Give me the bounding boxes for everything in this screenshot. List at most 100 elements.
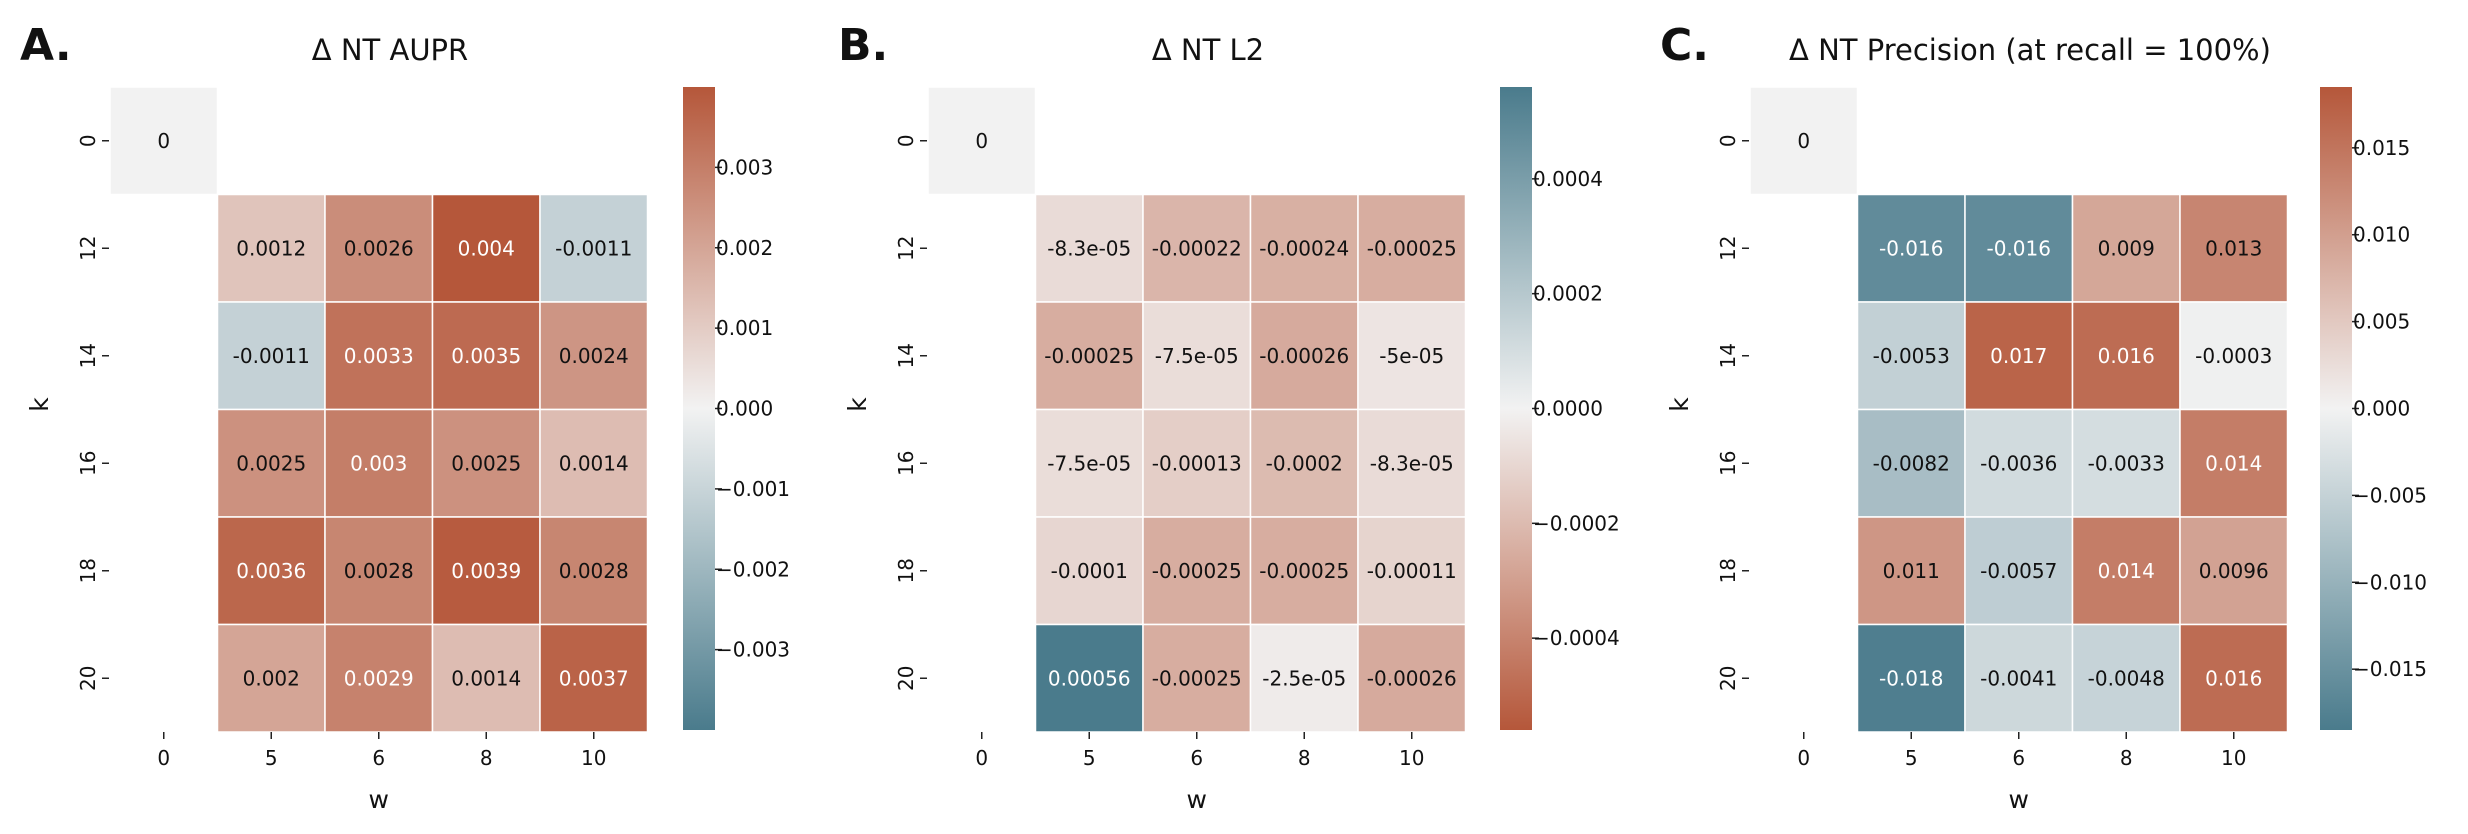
cell-label: 0.0096 xyxy=(2199,559,2269,583)
cell-label: 0.016 xyxy=(2098,344,2155,368)
heatmap-cell xyxy=(1357,516,1467,626)
heatmap-cell xyxy=(1034,193,1144,303)
y-tick-label: 16 xyxy=(1716,451,1740,476)
heatmap-cell xyxy=(431,623,541,733)
heatmap-cell xyxy=(1357,623,1467,733)
heatmap-cell xyxy=(2071,623,2181,733)
cell-label: -0.0011 xyxy=(233,344,310,368)
cell-label: -0.0001 xyxy=(1051,559,1128,583)
y-tick-label: 0 xyxy=(1716,134,1740,147)
heatmap-cell xyxy=(539,623,649,733)
cell-label: -0.00025 xyxy=(1259,559,1349,583)
x-tick-label: 8 xyxy=(480,746,493,770)
x-tick-label: 10 xyxy=(2221,746,2246,770)
heatmap-cell xyxy=(1249,193,1359,303)
chart-title: Δ NT L2 xyxy=(1152,33,1264,67)
cell-label: -0.0036 xyxy=(1980,451,2057,475)
y-tick-label: 16 xyxy=(76,451,100,476)
heatmap-cell xyxy=(1142,408,1252,518)
y-tick-label: 18 xyxy=(1716,558,1740,583)
cell-label: -0.016 xyxy=(1879,236,1943,260)
x-tick-label: 6 xyxy=(1190,746,1203,770)
heatmap-cell xyxy=(216,301,326,411)
heatmap-cell xyxy=(216,516,326,626)
heatmap-cell xyxy=(1142,516,1252,626)
heatmap-cell xyxy=(1034,623,1144,733)
y-tick-label: 12 xyxy=(76,236,100,261)
cell-label: 0.0035 xyxy=(451,344,521,368)
cell-label: 0.0037 xyxy=(559,666,629,690)
x-tick-label: 0 xyxy=(157,746,170,770)
panel-label: A. xyxy=(20,20,72,71)
heatmap-cell xyxy=(1749,86,1859,196)
heatmap-cell xyxy=(1142,193,1252,303)
heatmap-cell xyxy=(216,193,326,303)
cell-label: -8.3e-05 xyxy=(1047,236,1131,260)
colorbar-tick-label: 0.001 xyxy=(716,316,773,340)
cell-label: -8.3e-05 xyxy=(1370,451,1454,475)
heatmap-cell xyxy=(431,193,541,303)
x-tick-label: 8 xyxy=(2120,746,2133,770)
cell-label: 0.0012 xyxy=(236,236,306,260)
cell-label: 0 xyxy=(1797,129,1810,153)
cell-label: 0.014 xyxy=(2205,451,2262,475)
heatmap-cell xyxy=(1034,408,1144,518)
heatmap-cell xyxy=(2179,516,2289,626)
cell-label: 0.0024 xyxy=(559,344,629,368)
cell-label: 0.0014 xyxy=(451,666,521,690)
colorbar-tick-label: 0.002 xyxy=(716,236,773,260)
colorbar xyxy=(683,87,715,730)
cell-label: -0.0048 xyxy=(2088,666,2165,690)
cell-label: -0.018 xyxy=(1879,666,1943,690)
heatmap-cell xyxy=(1856,516,1966,626)
x-tick-label: 10 xyxy=(1399,746,1424,770)
heatmap-cell xyxy=(324,193,434,303)
colorbar-tick-label: −0.002 xyxy=(716,557,790,581)
x-tick-label: 0 xyxy=(1797,746,1810,770)
cell-label: -0.00025 xyxy=(1152,559,1242,583)
heatmap-cell xyxy=(1964,623,2074,733)
cell-label: -7.5e-05 xyxy=(1047,451,1131,475)
cell-label: 0.0025 xyxy=(236,451,306,475)
cell-label: 0.0025 xyxy=(451,451,521,475)
y-tick-label: 0 xyxy=(894,134,918,147)
x-tick-label: 6 xyxy=(372,746,385,770)
heatmap-cell xyxy=(1856,301,1966,411)
cell-label: -0.0003 xyxy=(2195,344,2272,368)
y-tick-label: 18 xyxy=(76,558,100,583)
heatmap-cell xyxy=(109,86,219,196)
heatmap-cell xyxy=(927,86,1037,196)
colorbar xyxy=(2320,87,2352,730)
heatmap-cell xyxy=(1357,408,1467,518)
heatmap-cell xyxy=(1249,623,1359,733)
colorbar-tick-label: 0.0002 xyxy=(1533,282,1603,306)
x-axis-label: w xyxy=(2009,785,2029,814)
heatmap-cell xyxy=(2179,301,2289,411)
cell-label: -0.00026 xyxy=(1259,344,1349,368)
heatmap-cell xyxy=(216,623,326,733)
heatmap-cell xyxy=(1357,193,1467,303)
y-axis-label: k xyxy=(1665,397,1694,412)
y-tick-label: 14 xyxy=(76,343,100,368)
y-tick-label: 18 xyxy=(894,558,918,583)
cell-label: 0.0039 xyxy=(451,559,521,583)
cell-label: -0.0053 xyxy=(1873,344,1950,368)
cell-label: 0.014 xyxy=(2098,559,2155,583)
heatmap-cell xyxy=(1964,408,2074,518)
cell-label: 0.009 xyxy=(2098,236,2155,260)
colorbar-tick-label: −0.015 xyxy=(2353,657,2427,681)
y-axis-label: k xyxy=(25,397,54,412)
heatmap-cell xyxy=(1964,193,2074,303)
y-axis-label: k xyxy=(843,397,872,412)
cell-label: -7.5e-05 xyxy=(1155,344,1239,368)
colorbar-tick-label: −0.0002 xyxy=(1533,511,1620,535)
cell-label: 0 xyxy=(157,129,170,153)
colorbar-tick-label: −0.005 xyxy=(2353,483,2427,507)
cell-label: 0.003 xyxy=(350,451,407,475)
heatmap-cell xyxy=(539,516,649,626)
cell-label: -0.00024 xyxy=(1259,236,1349,260)
x-tick-label: 5 xyxy=(1083,746,1096,770)
cell-label: 0.017 xyxy=(1990,344,2047,368)
x-axis-label: w xyxy=(369,785,389,814)
